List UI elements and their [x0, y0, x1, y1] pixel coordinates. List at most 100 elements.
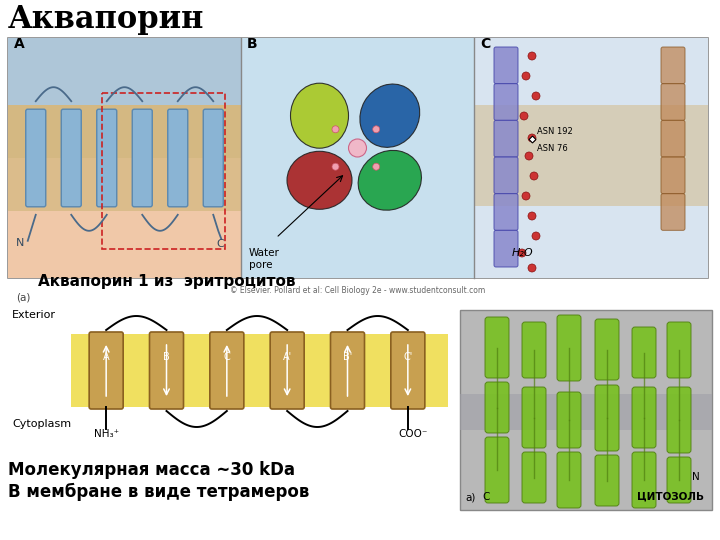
Text: a): a): [465, 492, 475, 502]
Text: A: A: [14, 37, 24, 51]
Text: COO⁻: COO⁻: [398, 429, 428, 439]
Text: B: B: [163, 353, 170, 362]
FancyBboxPatch shape: [494, 194, 518, 231]
Text: ASN 76: ASN 76: [537, 144, 568, 153]
FancyBboxPatch shape: [494, 120, 518, 157]
FancyBboxPatch shape: [557, 315, 581, 381]
Text: C: C: [480, 37, 490, 51]
FancyBboxPatch shape: [26, 109, 46, 207]
Bar: [8, 38, 241, 158]
Bar: [8, 158, 241, 278]
Text: Cytoplasm: Cytoplasm: [12, 419, 71, 429]
Text: C: C: [216, 239, 224, 249]
FancyBboxPatch shape: [270, 332, 304, 409]
Ellipse shape: [373, 126, 379, 133]
Ellipse shape: [290, 83, 348, 148]
Ellipse shape: [348, 139, 366, 157]
Text: B: B: [247, 37, 258, 51]
Text: N: N: [16, 238, 24, 248]
Ellipse shape: [528, 212, 536, 220]
Ellipse shape: [528, 52, 536, 60]
Text: Аквапорин 1 из  эритроцитов: Аквапорин 1 из эритроцитов: [38, 274, 295, 289]
Bar: [71, 334, 448, 407]
FancyBboxPatch shape: [667, 322, 691, 378]
Bar: [474, 38, 708, 278]
FancyBboxPatch shape: [667, 387, 691, 453]
Bar: [460, 394, 712, 430]
FancyBboxPatch shape: [330, 332, 364, 409]
FancyBboxPatch shape: [661, 157, 685, 194]
FancyBboxPatch shape: [89, 332, 123, 409]
Text: ASN 192: ASN 192: [537, 127, 572, 136]
Text: C: C: [223, 353, 230, 362]
FancyBboxPatch shape: [485, 317, 509, 378]
FancyBboxPatch shape: [494, 231, 518, 267]
Bar: [460, 310, 712, 510]
FancyBboxPatch shape: [132, 109, 152, 207]
Ellipse shape: [530, 172, 538, 180]
FancyBboxPatch shape: [661, 84, 685, 120]
Text: B': B': [343, 353, 352, 362]
Ellipse shape: [522, 192, 530, 200]
Text: C': C': [403, 353, 413, 362]
Ellipse shape: [528, 134, 536, 142]
Bar: [474, 105, 708, 206]
FancyBboxPatch shape: [210, 332, 244, 409]
Text: ЦИТОЗОЛЬ: ЦИТОЗОЛЬ: [637, 492, 704, 502]
FancyBboxPatch shape: [96, 109, 117, 207]
Text: NH₃⁺: NH₃⁺: [94, 429, 119, 439]
FancyBboxPatch shape: [203, 109, 223, 207]
FancyBboxPatch shape: [485, 437, 509, 503]
Text: Exterior: Exterior: [12, 310, 56, 320]
Text: Аквапорин: Аквапорин: [8, 4, 204, 35]
Ellipse shape: [332, 163, 339, 170]
Ellipse shape: [532, 92, 540, 100]
Bar: [241, 38, 474, 278]
FancyBboxPatch shape: [632, 327, 656, 378]
FancyBboxPatch shape: [168, 109, 188, 207]
FancyBboxPatch shape: [557, 452, 581, 508]
Ellipse shape: [358, 150, 421, 210]
FancyBboxPatch shape: [150, 332, 184, 409]
FancyBboxPatch shape: [632, 452, 656, 508]
Text: Water
pore: Water pore: [249, 248, 280, 269]
FancyBboxPatch shape: [485, 382, 509, 433]
FancyBboxPatch shape: [61, 109, 81, 207]
Ellipse shape: [373, 163, 379, 170]
FancyBboxPatch shape: [661, 120, 685, 157]
FancyBboxPatch shape: [522, 452, 546, 503]
Bar: [8, 105, 241, 211]
FancyBboxPatch shape: [595, 319, 619, 380]
Text: (a): (a): [16, 292, 30, 302]
Ellipse shape: [532, 232, 540, 240]
FancyBboxPatch shape: [391, 332, 425, 409]
Ellipse shape: [528, 264, 536, 272]
Ellipse shape: [522, 72, 530, 80]
FancyBboxPatch shape: [522, 322, 546, 378]
Text: H₂O: H₂O: [512, 248, 534, 258]
FancyBboxPatch shape: [494, 157, 518, 194]
Ellipse shape: [520, 112, 528, 120]
Text: C: C: [482, 492, 490, 502]
Text: © Elsevier. Pollard et al: Cell Biology 2e - www.studentconsult.com: © Elsevier. Pollard et al: Cell Biology …: [230, 286, 485, 295]
FancyBboxPatch shape: [632, 387, 656, 448]
Bar: [8, 105, 241, 211]
Text: A': A': [283, 353, 292, 362]
FancyBboxPatch shape: [595, 385, 619, 451]
Text: В мембране в виде тетрамеров: В мембране в виде тетрамеров: [8, 483, 310, 501]
Bar: [102, 93, 225, 249]
Ellipse shape: [525, 152, 533, 160]
FancyBboxPatch shape: [557, 392, 581, 448]
Text: A: A: [103, 353, 109, 362]
Ellipse shape: [332, 126, 339, 133]
Ellipse shape: [360, 84, 420, 147]
Text: N: N: [692, 472, 700, 482]
Ellipse shape: [518, 249, 526, 257]
FancyBboxPatch shape: [595, 455, 619, 506]
FancyBboxPatch shape: [522, 387, 546, 448]
FancyBboxPatch shape: [494, 84, 518, 120]
FancyBboxPatch shape: [667, 457, 691, 503]
Ellipse shape: [287, 151, 352, 210]
Bar: [8, 38, 708, 278]
FancyBboxPatch shape: [661, 194, 685, 231]
